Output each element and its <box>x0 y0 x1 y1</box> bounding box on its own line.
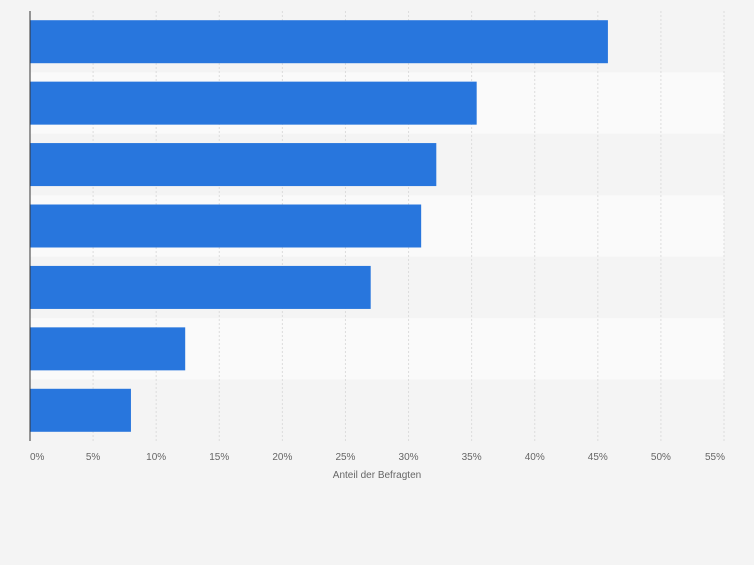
bar[interactable] <box>30 265 371 309</box>
x-tick-label: 25% <box>335 452 355 463</box>
x-tick-label: 20% <box>272 452 292 463</box>
bar[interactable] <box>30 81 477 125</box>
bars <box>30 20 608 432</box>
x-tick-label: 30% <box>399 452 419 463</box>
bar[interactable] <box>30 327 186 371</box>
x-tick-label: 45% <box>588 452 608 463</box>
x-tick-label: 0% <box>30 452 45 463</box>
x-axis-label: Anteil der Befragten <box>333 470 421 481</box>
x-tick-label: 50% <box>651 452 671 463</box>
x-tick-labels: 0% 5% 10% 15% 20% 25% 30% 35% 40% 45% 50% 55% <box>30 452 725 463</box>
bar[interactable] <box>30 20 608 64</box>
x-tick-label: 55% <box>705 452 725 463</box>
x-tick-label: 5% <box>86 452 101 463</box>
row-band <box>30 379 724 441</box>
bar[interactable] <box>30 143 437 187</box>
x-tick-label: 35% <box>462 452 482 463</box>
x-tick-label: 40% <box>525 452 545 463</box>
x-tick-label: 10% <box>146 452 166 463</box>
bar[interactable] <box>30 204 422 248</box>
bar[interactable] <box>30 388 131 432</box>
x-tick-label: 15% <box>209 452 229 463</box>
